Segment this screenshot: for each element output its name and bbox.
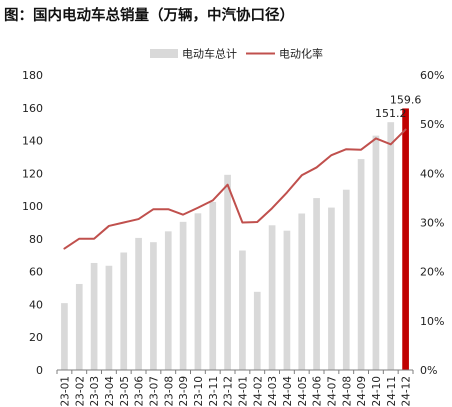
- left-tick-20: 20: [29, 331, 43, 344]
- line-series: [63, 128, 407, 250]
- x-tick-23-04: 23-04: [104, 376, 116, 407]
- x-tick-24-04: 24-04: [282, 376, 294, 407]
- bar-23-07: [150, 242, 157, 370]
- legend-line-label: 电动化率: [279, 47, 323, 61]
- legend-bar-swatch: [150, 49, 178, 58]
- bar-24-04: [283, 230, 291, 370]
- penetration-rate-line: [63, 128, 407, 250]
- x-tick-23-08: 23-08: [163, 376, 175, 407]
- left-tick-80: 80: [29, 233, 43, 246]
- x-tick-23-12: 23-12: [223, 376, 235, 407]
- x-tick-23-05: 23-05: [119, 376, 131, 407]
- legend: 电动车总计 电动化率: [150, 47, 323, 61]
- right-tick-0pct: 0%: [420, 364, 437, 377]
- right-tick-60pct: 60%: [420, 69, 444, 82]
- x-tick-24-08: 24-08: [341, 376, 353, 407]
- bar-23-03: [90, 262, 98, 370]
- x-tick-23-11: 23-11: [208, 376, 220, 407]
- bar-23-10: [194, 213, 202, 370]
- bar-24-11: [387, 122, 395, 370]
- bar-23-11: [209, 201, 217, 370]
- bar-24-09: [357, 159, 365, 370]
- left-tick-100: 100: [22, 200, 43, 213]
- bar-series: [61, 108, 409, 371]
- bar-24-01: [239, 250, 246, 370]
- x-tick-24-06: 24-06: [312, 376, 324, 407]
- left-tick-160: 160: [22, 102, 43, 115]
- left-axis-ticks: 0 20 40 60 80 100 120 140 160 180: [22, 69, 43, 377]
- bar-24-07: [328, 207, 335, 370]
- bar-24-10: [372, 135, 380, 370]
- x-tick-24-12: 24-12: [401, 376, 413, 407]
- x-tick-23-03: 23-03: [89, 376, 101, 407]
- right-tick-40pct: 40%: [420, 167, 444, 180]
- bar-24-03: [268, 225, 276, 370]
- bar-24-02: [253, 291, 261, 370]
- x-tick-23-09: 23-09: [178, 376, 190, 407]
- left-tick-140: 140: [22, 135, 43, 148]
- data-label-24-12: 159.6: [390, 93, 422, 106]
- left-tick-180: 180: [22, 69, 43, 82]
- x-tick-24-03: 24-03: [267, 376, 279, 407]
- x-tick-23-07: 23-07: [148, 376, 160, 407]
- bar-24-05: [298, 213, 306, 370]
- x-tick-24-11: 24-11: [386, 376, 398, 407]
- x-tick-24-05: 24-05: [297, 376, 309, 407]
- right-tick-10pct: 10%: [420, 315, 444, 328]
- left-tick-0: 0: [36, 364, 43, 377]
- right-tick-50pct: 50%: [420, 118, 444, 131]
- bar-23-12: [224, 174, 231, 370]
- chart-title: 图：国内电动车总销量（万辆，中汽协口径）: [4, 8, 294, 24]
- bar-23-01: [61, 303, 68, 370]
- bar-23-09: [179, 221, 187, 370]
- left-tick-40: 40: [29, 298, 43, 311]
- right-tick-20pct: 20%: [420, 266, 444, 279]
- left-tick-60: 60: [29, 266, 43, 279]
- bar-23-08: [164, 231, 172, 370]
- bar-24-12: [402, 108, 409, 371]
- legend-bar-label: 电动车总计: [182, 47, 237, 61]
- x-tick-23-10: 23-10: [193, 376, 205, 407]
- axes: [56, 369, 414, 374]
- x-tick-24-09: 24-09: [356, 376, 368, 407]
- data-label-24-11: 151.2: [375, 107, 407, 120]
- x-tick-24-01: 24-01: [237, 376, 249, 407]
- bar-24-08: [342, 189, 350, 370]
- x-tick-23-02: 23-02: [74, 376, 86, 407]
- x-tick-24-07: 24-07: [326, 376, 338, 407]
- x-tick-23-06: 23-06: [134, 376, 146, 407]
- left-tick-120: 120: [22, 167, 43, 180]
- right-tick-30pct: 30%: [420, 217, 444, 230]
- x-axis-ticks: 23-01 23-02 23-03 23-04 23-05 23-06 23-07 23-08…: [59, 376, 412, 407]
- bar-24-06: [313, 198, 320, 370]
- bar-23-02: [75, 283, 83, 370]
- x-tick-23-01: 23-01: [59, 376, 71, 407]
- right-axis-ticks: 0% 10% 20% 30% 40% 50% 60%: [420, 69, 444, 377]
- x-tick-24-10: 24-10: [371, 376, 383, 407]
- bar-23-04: [105, 265, 113, 370]
- x-tick-24-02: 24-02: [252, 376, 264, 407]
- bar-23-06: [135, 237, 142, 370]
- bar-23-05: [120, 252, 128, 370]
